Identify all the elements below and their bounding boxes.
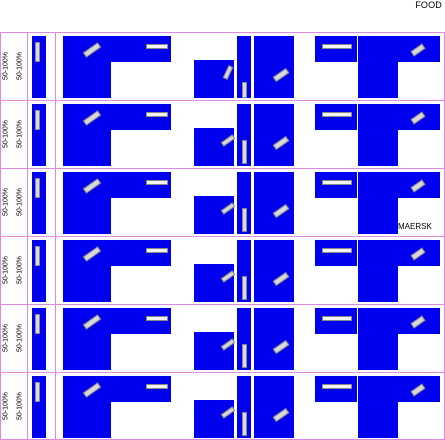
container-slot[interactable] [237, 36, 251, 98]
carrier-label: MAERSK [398, 222, 432, 231]
row-label: 50-100% [2, 119, 10, 149]
container-slot[interactable] [111, 172, 171, 198]
container-slot[interactable] [315, 36, 357, 62]
row-label: 50-100% [16, 51, 24, 81]
grid-line [0, 168, 445, 169]
container-slot[interactable] [194, 196, 234, 234]
grid-line [27, 32, 28, 440]
grid-line [0, 236, 445, 237]
grid-line [0, 32, 1, 440]
container-slot[interactable] [194, 400, 234, 438]
container-slot[interactable] [63, 172, 111, 234]
container[interactable] [146, 44, 168, 49]
header-title: FOOD [415, 0, 442, 10]
container[interactable] [322, 384, 352, 389]
container-slot[interactable] [194, 264, 234, 302]
container-slot[interactable] [111, 308, 171, 334]
container[interactable] [35, 246, 40, 266]
grid-line [0, 100, 445, 101]
container[interactable] [322, 248, 352, 253]
container-slot[interactable] [237, 308, 251, 370]
container-slot[interactable] [254, 172, 294, 234]
container-slot[interactable] [111, 376, 171, 402]
row-label: 50-100% [2, 391, 10, 421]
container-slot[interactable] [194, 332, 234, 370]
row-label: 50-100% [16, 119, 24, 149]
grid-line [0, 304, 445, 305]
container-slot[interactable] [63, 308, 111, 370]
row-label: 50-100% [2, 187, 10, 217]
container-slot[interactable] [358, 36, 398, 98]
container-slot[interactable] [358, 240, 398, 302]
container[interactable] [242, 82, 247, 98]
container-slot[interactable] [63, 376, 111, 438]
container[interactable] [242, 412, 247, 436]
container-slot[interactable] [237, 104, 251, 166]
row-label: 50-100% [16, 187, 24, 217]
row-label: 50-100% [2, 255, 10, 285]
container-slot[interactable] [315, 104, 357, 130]
grid-line [0, 32, 445, 33]
container-slot[interactable] [358, 172, 398, 234]
container-slot[interactable] [315, 172, 357, 198]
container-slot[interactable] [358, 308, 398, 370]
container-slot[interactable] [315, 240, 357, 266]
grid-line [0, 372, 445, 373]
container[interactable] [242, 344, 247, 368]
row-label: 50-100% [16, 391, 24, 421]
container[interactable] [242, 276, 247, 300]
container-slot[interactable] [237, 240, 251, 302]
container-slot[interactable] [237, 376, 251, 438]
container[interactable] [35, 178, 40, 198]
container-slot[interactable] [254, 36, 294, 98]
container[interactable] [35, 314, 40, 334]
container-slot[interactable] [254, 308, 294, 370]
container[interactable] [35, 42, 40, 62]
container-slot[interactable] [237, 172, 251, 234]
container[interactable] [146, 248, 168, 253]
container-slot[interactable] [358, 376, 398, 438]
container[interactable] [322, 112, 352, 117]
container-slot[interactable] [63, 36, 111, 98]
container-slot[interactable] [63, 240, 111, 302]
container-slot[interactable] [194, 128, 234, 166]
container[interactable] [35, 110, 40, 130]
container-slot[interactable] [358, 104, 398, 166]
container-slot[interactable] [315, 308, 357, 334]
grid-line [55, 32, 56, 440]
container-slot[interactable] [111, 36, 171, 62]
container[interactable] [35, 382, 40, 402]
container[interactable] [146, 384, 168, 389]
container[interactable] [146, 112, 168, 117]
row-label: 50-100% [2, 323, 10, 353]
container[interactable] [242, 208, 247, 232]
container-slot[interactable] [254, 240, 294, 302]
container-slot[interactable] [111, 240, 171, 266]
container[interactable] [322, 316, 352, 321]
container[interactable] [322, 44, 352, 49]
container-slot[interactable] [254, 104, 294, 166]
container-slot[interactable] [63, 104, 111, 166]
row-label: 50-100% [16, 323, 24, 353]
container-slot[interactable] [254, 376, 294, 438]
container-slot[interactable] [111, 104, 171, 130]
row-label: 50-100% [16, 255, 24, 285]
row-label: 50-100% [2, 51, 10, 81]
container[interactable] [322, 180, 352, 185]
container-slot[interactable] [315, 376, 357, 402]
container[interactable] [146, 180, 168, 185]
container[interactable] [146, 316, 168, 321]
container[interactable] [242, 140, 247, 164]
